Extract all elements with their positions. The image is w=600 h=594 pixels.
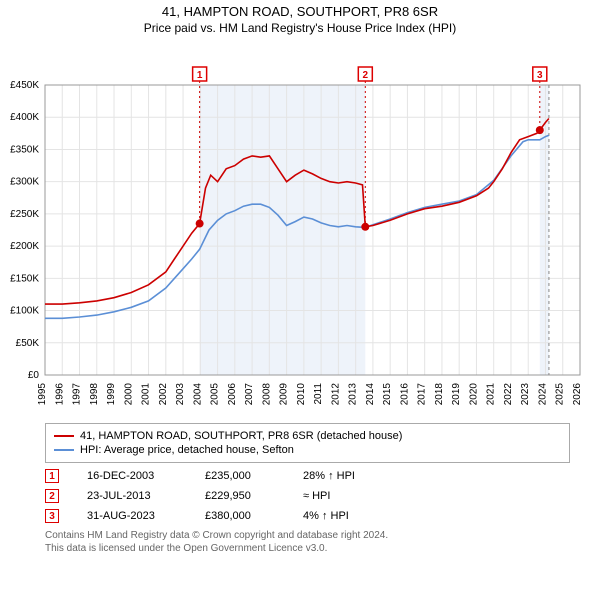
transaction-price: £229,950 — [205, 490, 275, 502]
x-axis-label: 1997 — [72, 383, 83, 406]
x-axis-label: 2001 — [141, 383, 152, 406]
x-axis-label: 2009 — [279, 383, 290, 406]
x-axis-label: 1995 — [37, 383, 48, 406]
x-axis-label: 2017 — [417, 383, 428, 406]
transaction-price: £235,000 — [205, 470, 275, 482]
y-axis-label: £150K — [10, 273, 39, 284]
transaction-vs-hpi: 4% ↑ HPI — [303, 510, 393, 522]
legend-swatch — [54, 435, 74, 437]
x-axis-label: 2022 — [503, 383, 514, 406]
x-axis-label: 2002 — [158, 383, 169, 406]
transaction-dot — [536, 126, 544, 134]
footer-attribution: Contains HM Land Registry data © Crown c… — [45, 529, 570, 555]
y-axis-label: £300K — [10, 177, 39, 188]
transaction-vs-hpi: ≈ HPI — [303, 490, 393, 502]
footer-line-2: This data is licensed under the Open Gov… — [45, 542, 570, 555]
transaction-marker-label: 1 — [197, 70, 203, 81]
legend-label: HPI: Average price, detached house, Seft… — [80, 444, 294, 456]
highlight-band — [200, 85, 366, 375]
transaction-marker: 2 — [45, 489, 59, 503]
x-axis-label: 2003 — [175, 383, 186, 406]
y-axis-label: £200K — [10, 241, 39, 252]
y-axis-label: £0 — [28, 370, 40, 381]
x-axis-label: 2026 — [572, 383, 583, 406]
x-axis-label: 2013 — [348, 383, 359, 406]
x-axis-label: 2019 — [451, 383, 462, 406]
transaction-marker-label: 2 — [363, 70, 369, 81]
x-axis-label: 2015 — [382, 383, 393, 406]
x-axis-label: 2020 — [468, 383, 479, 406]
x-axis-label: 1996 — [54, 383, 65, 406]
transaction-row: 2 23-JUL-2013 £229,950 ≈ HPI — [45, 489, 570, 503]
y-axis-label: £400K — [10, 112, 39, 123]
legend-label: 41, HAMPTON ROAD, SOUTHPORT, PR8 6SR (de… — [80, 430, 402, 442]
x-axis-label: 2006 — [227, 383, 238, 406]
legend: 41, HAMPTON ROAD, SOUTHPORT, PR8 6SR (de… — [45, 423, 570, 463]
x-axis-label: 2021 — [486, 383, 497, 406]
transaction-date: 31-AUG-2023 — [87, 510, 177, 522]
x-axis-label: 2011 — [313, 383, 324, 405]
transaction-marker-label: 3 — [537, 70, 543, 81]
chart-subtitle: Price paid vs. HM Land Registry's House … — [0, 21, 600, 35]
chart-area: £0 £50K £100K £150K £200K £250K £300K £350K £400… — [0, 35, 600, 417]
transaction-date: 16-DEC-2003 — [87, 470, 177, 482]
x-axis-label: 2018 — [434, 383, 445, 406]
x-axis-label: 2014 — [365, 383, 376, 406]
y-axis-label: £350K — [10, 144, 39, 155]
y-axis-label: £100K — [10, 306, 39, 317]
x-axis-label: 1998 — [89, 383, 100, 406]
x-axis-label: 2024 — [537, 383, 548, 406]
transaction-row: 1 16-DEC-2003 £235,000 28% ↑ HPI — [45, 469, 570, 483]
x-axis-label: 2010 — [296, 383, 307, 406]
legend-swatch — [54, 449, 74, 451]
x-axis-label: 2012 — [330, 383, 341, 406]
x-axis-label: 1999 — [106, 383, 117, 406]
legend-item: 41, HAMPTON ROAD, SOUTHPORT, PR8 6SR (de… — [54, 430, 561, 442]
transaction-dot — [196, 220, 204, 228]
transaction-price: £380,000 — [205, 510, 275, 522]
footer-line-1: Contains HM Land Registry data © Crown c… — [45, 529, 570, 542]
x-axis-label: 2025 — [555, 383, 566, 406]
y-axis-label: £450K — [10, 80, 39, 91]
transaction-row: 3 31-AUG-2023 £380,000 4% ↑ HPI — [45, 509, 570, 523]
y-axis-label: £50K — [16, 338, 40, 349]
x-axis-label: 2023 — [520, 383, 531, 406]
x-axis-label: 2007 — [244, 383, 255, 406]
price-chart: £0 £50K £100K £150K £200K £250K £300K £350K £400… — [0, 35, 600, 417]
x-axis-label: 2016 — [399, 383, 410, 406]
x-axis-label: 2000 — [123, 383, 134, 406]
legend-item: HPI: Average price, detached house, Seft… — [54, 444, 561, 456]
transaction-vs-hpi: 28% ↑ HPI — [303, 470, 393, 482]
transaction-marker: 1 — [45, 469, 59, 483]
x-axis-label: 2008 — [261, 383, 272, 406]
transaction-date: 23-JUL-2013 — [87, 490, 177, 502]
y-axis-label: £250K — [10, 209, 39, 220]
chart-title: 41, HAMPTON ROAD, SOUTHPORT, PR8 6SR — [0, 4, 600, 19]
transaction-dot — [361, 223, 369, 231]
x-axis-label: 2004 — [192, 383, 203, 406]
x-axis-label: 2005 — [210, 383, 221, 406]
transactions-table: 1 16-DEC-2003 £235,000 28% ↑ HPI 2 23-JUL-201… — [45, 469, 570, 523]
transaction-marker: 3 — [45, 509, 59, 523]
